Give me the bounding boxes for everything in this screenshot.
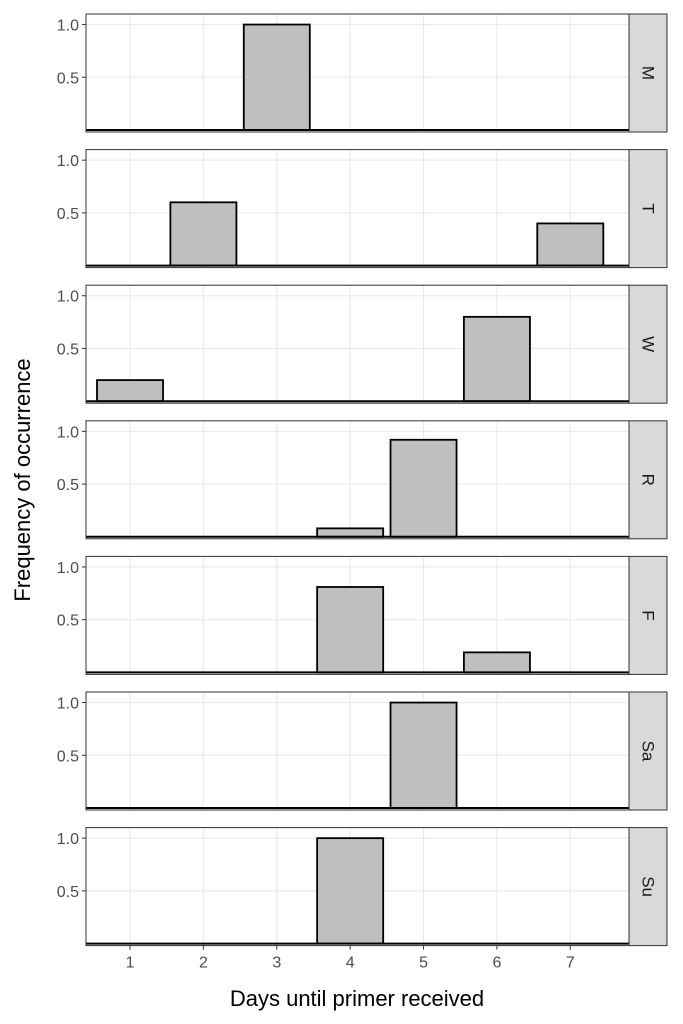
x-tick-label: 4: [346, 955, 355, 972]
strip-background: [628, 13, 668, 133]
bar: [536, 222, 605, 267]
strip-label-F: F: [639, 610, 658, 620]
strip-label-Sa: Sa: [639, 741, 658, 762]
y-tick-label: 0.5: [57, 70, 79, 87]
y-tick-label: 0.5: [57, 477, 79, 494]
strip-label-T: T: [639, 203, 658, 213]
bar: [316, 586, 385, 674]
y-tick-label: 1.0: [57, 18, 79, 35]
x-tick-label: 6: [492, 955, 501, 972]
x-tick-label: 2: [199, 955, 208, 972]
y-tick-label: 1.0: [57, 831, 79, 848]
strip-label-W: W: [639, 336, 658, 352]
x-tick-label: 7: [566, 955, 575, 972]
y-tick-label: 0.5: [57, 613, 79, 630]
y-tick-label: 1.0: [57, 696, 79, 713]
bar: [462, 315, 531, 403]
facet-panel-W: 0.5 1.0 W: [57, 284, 668, 404]
y-axis-title: Frequency of occurrence: [10, 358, 35, 601]
y-tick-label: 1.0: [57, 424, 79, 441]
y-tick-label: 0.5: [57, 341, 79, 358]
panel-background: [86, 692, 629, 810]
bar: [169, 201, 238, 267]
strip-label-M: M: [639, 66, 658, 80]
bar: [316, 837, 385, 945]
bar: [242, 23, 311, 131]
y-tick-label: 1.0: [57, 289, 79, 306]
facet-panel-F: 0.5 1.0 F: [57, 555, 668, 675]
strip-background: [628, 827, 668, 947]
y-tick-label: 0.5: [57, 748, 79, 765]
strip-background: [628, 284, 668, 404]
x-axis: 1 2 3 4 5 6 7: [126, 945, 575, 972]
facet-panel-M: 0.5 1.0 M: [57, 13, 668, 133]
y-tick-label: 1.0: [57, 153, 79, 170]
bar: [389, 701, 458, 809]
facet-panel-Sa: 0.5 1.0 Sa: [57, 691, 668, 811]
y-tick-label: 1.0: [57, 560, 79, 577]
facet-panel-Su: 0.5 1.0 Su: [57, 827, 668, 947]
strip-label-Su: Su: [639, 876, 658, 897]
bar: [462, 651, 531, 674]
panel-background: [86, 14, 629, 132]
strip-background: [628, 149, 668, 269]
x-tick-label: 5: [419, 955, 428, 972]
strip-background: [628, 420, 668, 540]
y-tick-label: 0.5: [57, 884, 79, 901]
facet-panel-T: 0.5 1.0 T: [57, 149, 668, 269]
x-tick-label: 1: [126, 955, 135, 972]
x-tick-label: 3: [272, 955, 281, 972]
strip-label-R: R: [639, 474, 658, 486]
bar: [316, 527, 385, 538]
x-axis-title: Days until primer received: [230, 986, 484, 1011]
strip-background: [628, 691, 668, 811]
facet-panels: 0.5 1.0 M 0.5 1.0 T 0.5 1.0 W 0.5 1.0 R 0.5 1.0 F 0.5 1.…: [57, 13, 668, 947]
bar: [389, 438, 458, 538]
strip-background: [628, 555, 668, 675]
panel-background: [86, 285, 629, 404]
facet-panel-R: 0.5 1.0 R: [57, 420, 668, 540]
y-tick-label: 0.5: [57, 206, 79, 223]
bar: [96, 379, 164, 403]
panel-background: [86, 420, 629, 539]
